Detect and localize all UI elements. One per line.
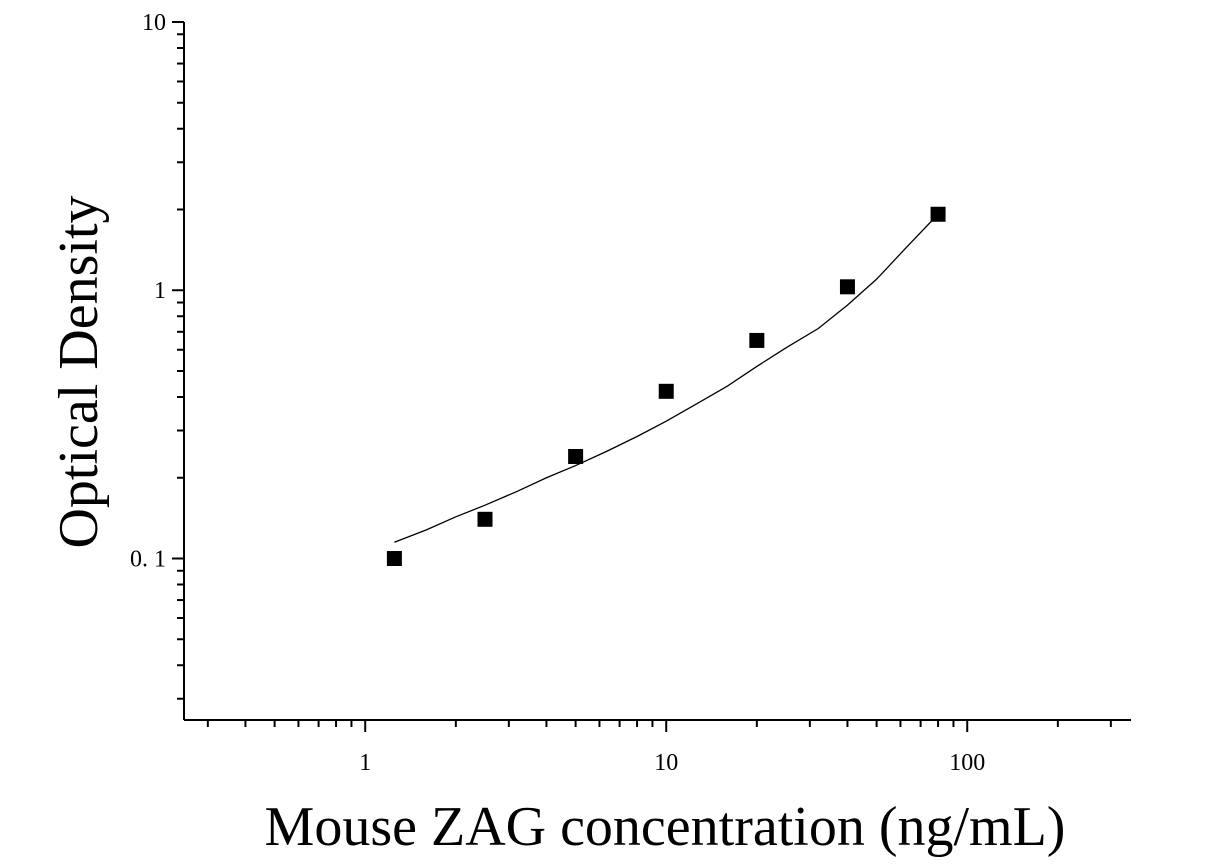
y-ticks — [172, 21, 184, 700]
x-tick-label: 10 — [654, 750, 678, 776]
y-tick-label: 10 — [142, 10, 166, 36]
y-tick-label: 1 — [154, 278, 166, 304]
x-tick-label: 100 — [949, 750, 985, 776]
data-point — [386, 550, 402, 566]
y-tick-label: 0. 1 — [130, 546, 166, 572]
y-axis-title: Optical Density — [48, 195, 110, 548]
data-point — [658, 383, 674, 399]
data-point — [930, 206, 946, 222]
data-point — [477, 511, 493, 527]
data-points — [386, 206, 946, 566]
data-point — [568, 449, 584, 465]
data-point — [839, 279, 855, 295]
y-tick-labels: 0. 1 1 10 — [130, 10, 166, 572]
fit-curve — [394, 213, 939, 543]
x-tick-labels: 1 10 100 — [359, 750, 985, 776]
x-axis-title: Mouse ZAG concentration (ng/mL) — [265, 796, 1066, 858]
x-ticks — [206, 720, 1112, 732]
x-tick-label: 1 — [359, 750, 371, 776]
axes — [183, 22, 1131, 721]
data-point — [749, 332, 765, 348]
